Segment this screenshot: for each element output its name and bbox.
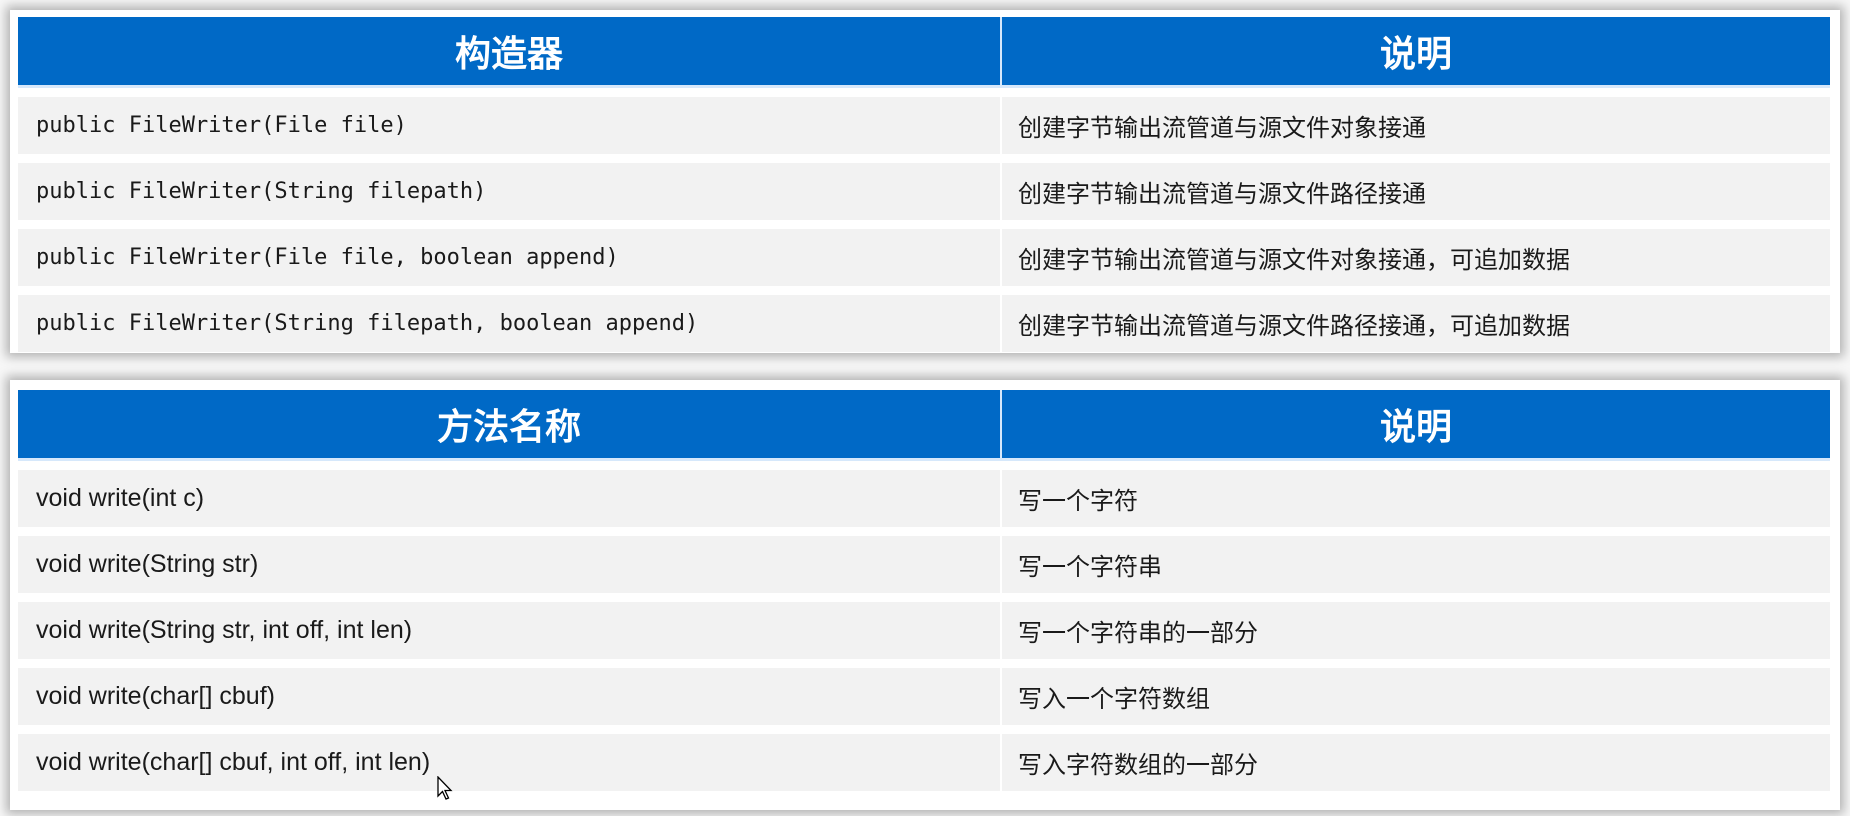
- table-row: void write(char[] cbuf) 写入一个字符数组: [18, 668, 1830, 725]
- table-header: 方法名称 说明: [18, 390, 1830, 461]
- constructor-description: 创建字节输出流管道与源文件路径接通，可追加数据: [1018, 312, 1570, 340]
- method-description: 写入字符数组的一部分: [1018, 751, 1258, 779]
- constructor-description: 创建字节输出流管道与源文件对象接通: [1018, 114, 1426, 142]
- table-row: void write(int c) 写一个字符: [18, 470, 1830, 527]
- table-row: public FileWriter(File file, boolean app…: [18, 229, 1830, 286]
- method-description: 写一个字符串: [1018, 553, 1162, 581]
- method-description: 写一个字符: [1018, 487, 1138, 515]
- table-row: void write(String str, int off, int len)…: [18, 602, 1830, 659]
- methods-table: 方法名称 说明 void write(int c) 写一个字符 void wri…: [18, 390, 1830, 791]
- header-method-name: 方法名称: [18, 390, 1002, 458]
- table-row: public FileWriter(String filepath, boole…: [18, 295, 1830, 352]
- constructor-signature: public FileWriter(String filepath, boole…: [18, 295, 1002, 352]
- constructors-table: 构造器 说明 public FileWriter(File file) 创建字节…: [18, 17, 1830, 352]
- methods-panel: 方法名称 说明 void write(int c) 写一个字符 void wri…: [10, 380, 1840, 810]
- table-row: public FileWriter(File file) 创建字节输出流管道与源…: [18, 97, 1830, 154]
- constructor-signature: public FileWriter(String filepath): [18, 163, 1002, 220]
- table-row: void write(String str) 写一个字符串: [18, 536, 1830, 593]
- method-signature: void write(String str, int off, int len): [18, 602, 1002, 659]
- method-signature: void write(char[] cbuf): [18, 668, 1002, 725]
- table-row: public FileWriter(String filepath) 创建字节输…: [18, 163, 1830, 220]
- method-description: 写入一个字符数组: [1018, 685, 1210, 713]
- method-signature: void write(String str): [18, 536, 1002, 593]
- mouse-pointer-icon: [437, 776, 453, 800]
- header-description: 说明: [1379, 407, 1452, 448]
- method-description: 写一个字符串的一部分: [1018, 619, 1258, 647]
- constructors-panel: 构造器 说明 public FileWriter(File file) 创建字节…: [10, 10, 1840, 353]
- constructor-description: 创建字节输出流管道与源文件路径接通: [1018, 180, 1426, 208]
- constructor-signature: public FileWriter(File file): [18, 97, 1002, 154]
- constructor-signature: public FileWriter(File file, boolean app…: [18, 229, 1002, 286]
- header-constructor: 构造器: [18, 17, 1002, 85]
- method-signature: void write(char[] cbuf, int off, int len…: [18, 734, 1002, 791]
- constructor-description: 创建字节输出流管道与源文件对象接通，可追加数据: [1018, 246, 1570, 274]
- method-signature: void write(int c): [18, 470, 1002, 527]
- header-description: 说明: [1379, 34, 1452, 75]
- table-header: 构造器 说明: [18, 17, 1830, 88]
- table-row: void write(char[] cbuf, int off, int len…: [18, 734, 1830, 791]
